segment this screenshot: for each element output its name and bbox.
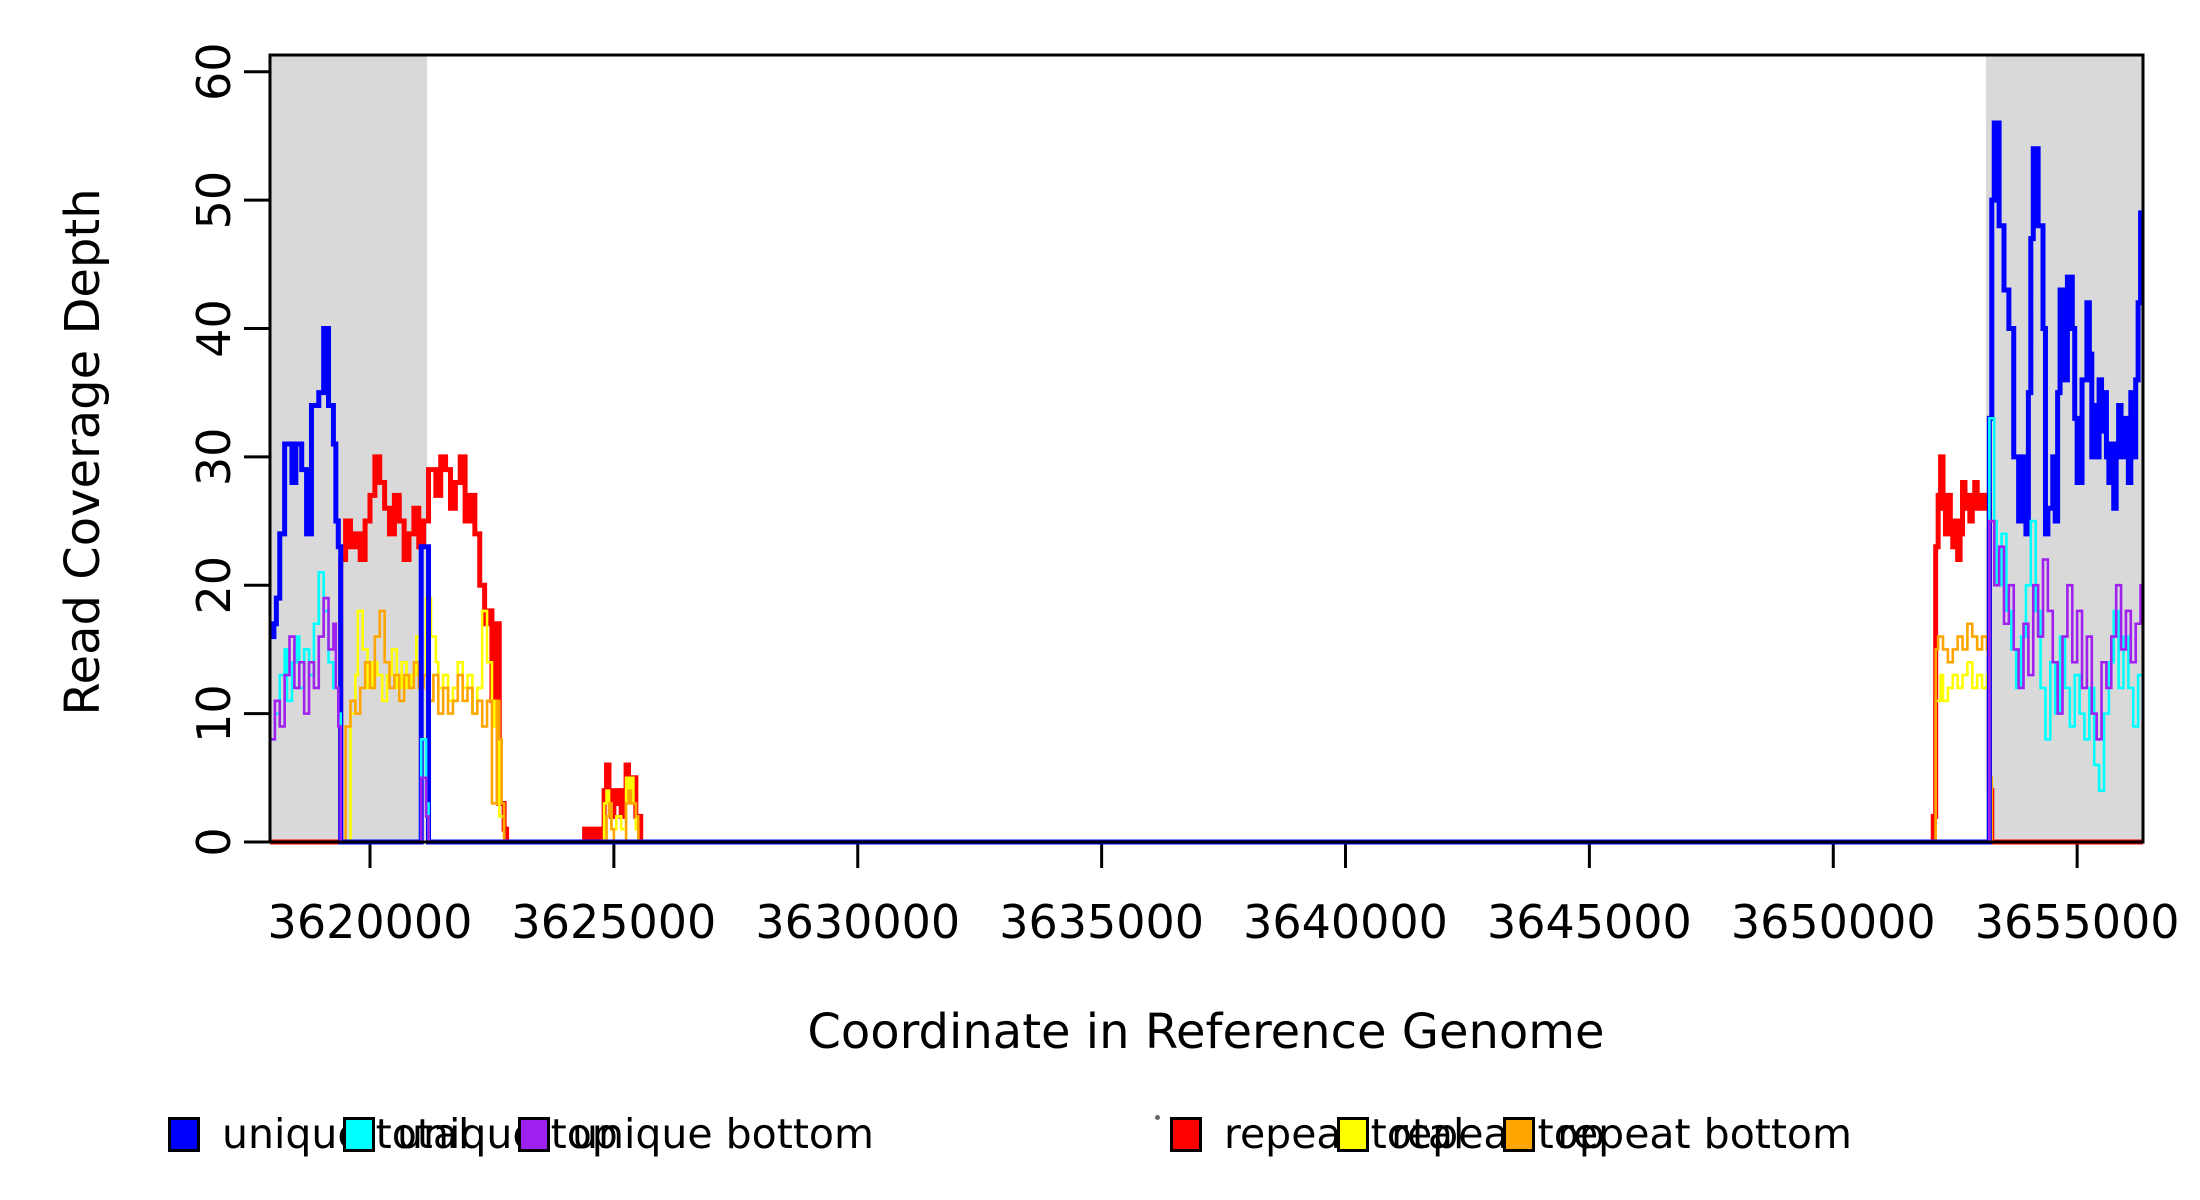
series-line-unique-bottom	[270, 519, 2145, 844]
x-tick-label: 3645000	[1487, 895, 1692, 949]
legend-swatch-unique-top	[343, 1116, 375, 1152]
x-tick-label: 3625000	[511, 895, 716, 949]
legend-item-repeat-bottom: repeat bottom	[1503, 1110, 1852, 1158]
x-tick-label: 3640000	[1243, 895, 1448, 949]
y-axis-title: Read Coverage Depth	[55, 188, 111, 716]
x-tick-label: 3655000	[1975, 895, 2180, 949]
y-tick-label: 40	[187, 299, 241, 358]
legend-swatch-unique-bottom	[518, 1116, 550, 1152]
legend-label: repeat bottom	[1557, 1110, 1852, 1158]
legend-label: unique top	[397, 1110, 618, 1158]
y-tick-label: 60	[187, 42, 241, 101]
x-tick-label: 3650000	[1731, 895, 1936, 949]
legend-label: unique bottom	[572, 1110, 874, 1158]
legend-label: repeat top	[1391, 1110, 1605, 1158]
legend-dot	[1155, 1115, 1160, 1120]
y-tick-label: 50	[187, 171, 241, 230]
legend-swatch-repeat-bottom	[1503, 1116, 1535, 1152]
legend-item-repeat-top: repeat top	[1337, 1110, 1605, 1158]
x-tick-label: 3635000	[999, 895, 1204, 949]
series-line-repeat-top	[270, 596, 2143, 844]
x-tick-label: 3630000	[755, 895, 960, 949]
legend-item-unique-bottom: unique bottom	[518, 1110, 874, 1158]
legend-swatch-repeat-top	[1337, 1116, 1369, 1152]
series-line-repeat-total	[270, 454, 2143, 845]
legend-swatch-repeat-total	[1170, 1116, 1202, 1152]
chart-legend: unique total unique top unique bottom repea…	[0, 0, 2200, 1158]
series-line-unique-top	[270, 417, 2145, 844]
plot-border	[268, 53, 2145, 844]
series-line-unique-total	[270, 120, 2144, 845]
y-tick-label: 0	[187, 827, 241, 856]
legend-swatch-unique-total	[168, 1116, 200, 1152]
series-line-repeat-bottom	[270, 609, 2143, 844]
y-tick-label: 10	[187, 684, 241, 743]
y-tick-label: 20	[187, 556, 241, 615]
x-axis-title: Coordinate in Reference Genome	[807, 1004, 1605, 1060]
x-tick-label: 3620000	[268, 895, 473, 949]
legend-item-unique-top: unique top	[343, 1110, 618, 1158]
y-tick-label: 30	[187, 428, 241, 487]
